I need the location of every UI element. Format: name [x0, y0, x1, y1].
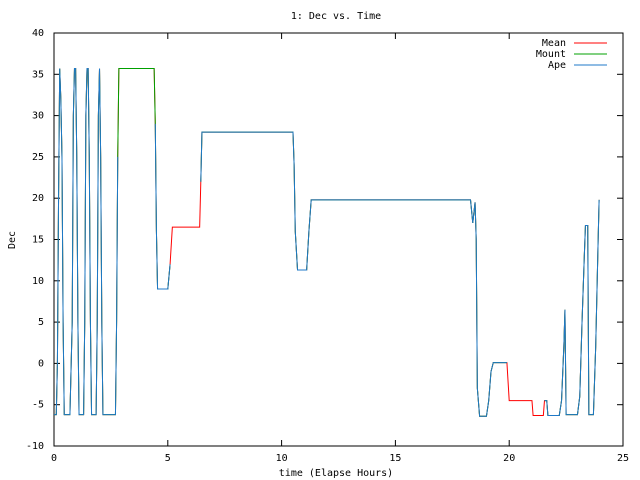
y-tick-label: 5 [38, 317, 44, 328]
legend-label: Mean [542, 38, 566, 49]
x-axis-label: time (Elapse Hours) [279, 468, 393, 479]
series-line [54, 68, 600, 417]
y-tick-label: 20 [32, 193, 44, 204]
x-tick-label: 20 [503, 453, 515, 464]
y-tick-label: 35 [32, 69, 44, 80]
y-tick-label: 15 [32, 235, 44, 246]
x-tick-label: 25 [617, 453, 629, 464]
x-tick-label: 0 [51, 453, 57, 464]
y-tick-label: -5 [32, 400, 44, 411]
legend-label: Mount [536, 49, 566, 60]
x-tick-label: 5 [165, 453, 171, 464]
y-tick-label: 40 [32, 28, 44, 39]
y-tick-label: 10 [32, 276, 44, 287]
y-tick-label: 30 [32, 111, 44, 122]
y-tick-label: 0 [38, 358, 44, 369]
y-tick-label: -10 [26, 441, 44, 452]
y-tick-label: 25 [32, 152, 44, 163]
y-axis-label: Dec [7, 231, 18, 249]
legend-label: Ape [548, 60, 566, 71]
chart-title: 1: Dec vs. Time [291, 11, 381, 22]
x-tick-label: 15 [389, 453, 401, 464]
x-tick-label: 10 [276, 453, 288, 464]
